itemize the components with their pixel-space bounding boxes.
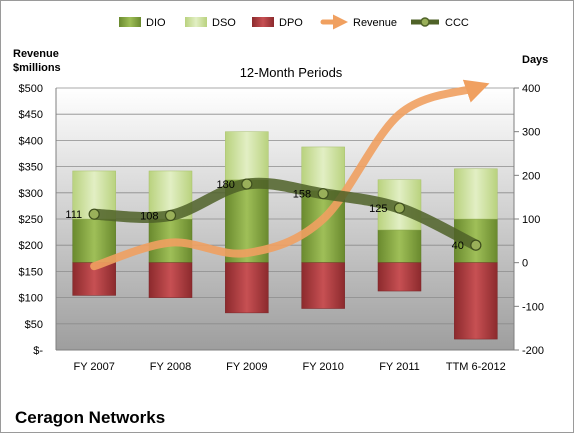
left-tick-label: $450 [19,109,43,121]
left-tick-label: $150 [19,266,43,278]
legend-label-dpo: DPO [279,17,303,29]
bar-dio [72,218,116,263]
right-tick-label: 400 [522,83,540,95]
left-tick-label: $300 [19,188,43,200]
bar-dso [301,146,345,191]
x-tick-label: TTM 6-2012 [446,361,506,373]
bar-dpo [301,262,345,309]
x-tick-label: FY 2011 [379,361,420,373]
bar-dpo [454,262,498,340]
right-axis-title: Days [522,54,548,66]
left-tick-label: $250 [19,214,43,226]
right-tick-label: 200 [522,170,540,182]
x-tick-label: FY 2007 [73,361,114,373]
ccc-point [241,178,253,190]
ccc-data-label: 125 [369,203,387,215]
revenue-series [90,79,490,271]
chart-title: 12-Month Periods [240,65,343,80]
ccc-data-label: 111 [65,209,82,221]
x-tick-label: FY 2009 [226,361,267,373]
right-tick-label: 0 [522,258,528,270]
bar-dpo [148,262,193,298]
bar-dpo [377,262,422,292]
left-tick-label: $100 [19,293,43,305]
company-name: Ceragon Networks [15,408,165,427]
legend-label-dso: DSO [212,17,236,29]
ccc-data-label: 180 [216,179,234,191]
ccc-point [393,202,406,214]
bar-dpo [72,262,116,296]
bar-dso [225,131,269,180]
left-tick-label: $400 [19,135,43,147]
left-axis-title-line1: Revenue [13,48,59,60]
right-tick-label: 100 [522,214,540,226]
ccc-point [88,208,100,220]
left-tick-label: $- [33,345,43,357]
left-tick-label: $350 [19,162,43,174]
bar-dio [377,229,422,263]
ccc-data-label: 40 [452,240,464,252]
left-axis: $- $50 $100 $150 $200 $250 $300 $350 $400 $450 $50… [19,83,57,357]
legend-swatch-dio [119,17,141,27]
revenue-line [90,79,490,271]
x-axis: FY 2007 FY 2008 FY 2009 FY 2010 FY 2011 TTM 6… [56,349,514,373]
ccc-series: 111 108 180 158 125 40 [65,177,482,252]
ccc-point [164,209,177,222]
legend-swatch-ccc-marker [420,17,430,27]
right-tick-label: -100 [522,301,544,313]
ccc-point [470,239,482,251]
ccc-data-label: 158 [293,189,311,201]
legend-swatch-dpo [252,17,274,27]
bar-dso [454,168,498,220]
legend-swatch-dso [185,17,207,27]
bar-dpo [225,262,269,314]
right-tick-label: 300 [522,127,540,139]
right-tick-label: -200 [522,345,544,357]
right-axis: -200 -100 0 100 200 300 400 [513,83,544,357]
legend: DIO DSO DPO Revenue CCC [119,14,469,30]
legend-label-ccc: CCC [445,17,469,29]
legend-label-dio: DIO [146,17,166,29]
left-tick-label: $50 [25,319,43,331]
ccc-point [317,188,329,200]
x-tick-label: FY 2010 [302,361,343,373]
left-tick-label: $500 [19,83,43,95]
left-axis-title-line2: $millions [13,62,61,74]
ccc-data-label: 108 [140,211,158,223]
x-tick-label: FY 2008 [150,361,191,373]
legend-label-revenue: Revenue [353,17,397,29]
left-tick-label: $200 [19,240,43,252]
